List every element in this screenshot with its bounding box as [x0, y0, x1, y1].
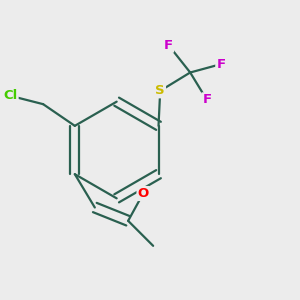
- Text: Cl: Cl: [3, 89, 18, 102]
- Text: F: F: [202, 93, 212, 106]
- Text: O: O: [137, 187, 149, 200]
- Text: S: S: [155, 84, 165, 97]
- Text: F: F: [164, 39, 173, 52]
- Text: F: F: [216, 58, 225, 71]
